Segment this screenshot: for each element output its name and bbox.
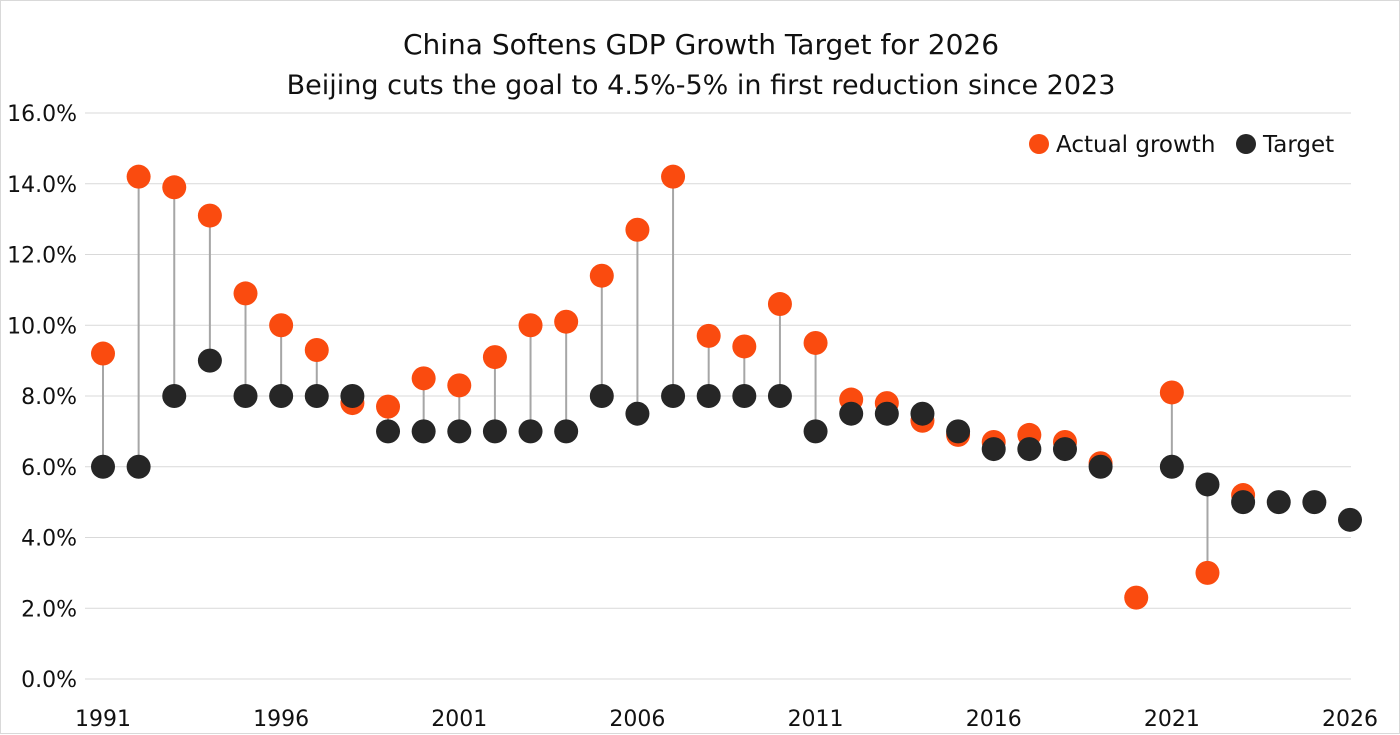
target-point xyxy=(767,384,792,408)
chart-subtitle: Beijing cuts the goal to 4.5%-5% in firs… xyxy=(287,70,1116,101)
target-point xyxy=(91,454,115,479)
x-tick-label: 2001 xyxy=(431,707,487,732)
target-point xyxy=(1017,437,1042,462)
y-axis-tick-labels: 0.0% 2.0% 4.0% 6.0% 8.0% 10.0% 12.0% 14.0% 16.0% xyxy=(7,102,77,693)
actual-growth-point xyxy=(162,175,187,200)
stems xyxy=(102,176,1245,573)
target-point xyxy=(1266,490,1291,515)
target-point xyxy=(696,384,721,408)
target-point xyxy=(1231,490,1256,515)
y-tick-label: 8.0% xyxy=(21,385,77,410)
actual-growth-point xyxy=(411,366,436,391)
target-point xyxy=(376,419,401,444)
actual-growth-point xyxy=(803,330,828,355)
target-point xyxy=(197,348,222,373)
actual-growth-point xyxy=(376,394,401,419)
actual-growth-point xyxy=(91,341,115,366)
actual-growth-point xyxy=(304,338,329,363)
target-point xyxy=(589,384,614,408)
actual-growth-point xyxy=(554,309,579,334)
legend-label-target: Target xyxy=(1262,132,1334,158)
target-point xyxy=(1302,490,1327,515)
chart-title: China Softens GDP Growth Target for 2026 xyxy=(403,28,999,61)
target-point xyxy=(1088,454,1113,479)
actual-growth-point xyxy=(767,292,792,317)
legend-marker-actual-growth xyxy=(1029,134,1049,154)
target-point xyxy=(874,401,899,426)
y-tick-label: 0.0% xyxy=(21,668,77,693)
target-point xyxy=(946,419,971,444)
target-point xyxy=(269,384,294,408)
actual-growth-point xyxy=(269,313,294,338)
target-point xyxy=(482,419,507,444)
target-point xyxy=(447,419,472,444)
actual-growth-point xyxy=(518,313,543,338)
actual-growth-point xyxy=(482,345,507,370)
actual-growth-point xyxy=(696,323,721,348)
actual-growth-point xyxy=(589,263,614,288)
target-point xyxy=(910,401,935,426)
actual-growth-point xyxy=(732,334,757,359)
target-point xyxy=(126,454,151,479)
target-point xyxy=(1159,454,1184,479)
target-series xyxy=(91,348,1362,532)
x-tick-label: 2016 xyxy=(966,707,1022,732)
y-tick-label: 2.0% xyxy=(21,597,77,622)
target-point xyxy=(803,419,828,444)
target-point xyxy=(304,384,329,408)
legend-label-actual-growth: Actual growth xyxy=(1056,132,1215,158)
actual-growth-point xyxy=(1159,380,1184,405)
x-tick-label: 1991 xyxy=(75,707,131,732)
target-point xyxy=(839,401,864,426)
actual-growth-point xyxy=(661,164,686,189)
x-tick-label: 2026 xyxy=(1322,707,1378,732)
actual-growth-point xyxy=(197,203,222,228)
target-point xyxy=(1052,437,1077,462)
target-point xyxy=(661,384,686,408)
y-tick-label: 12.0% xyxy=(7,244,77,269)
actual-growth-point xyxy=(625,217,650,242)
x-tick-label: 1996 xyxy=(253,707,309,732)
y-tick-label: 4.0% xyxy=(21,527,77,552)
target-point xyxy=(625,401,650,426)
target-point xyxy=(1195,472,1220,497)
x-tick-label: 2011 xyxy=(788,707,844,732)
target-point xyxy=(981,437,1006,462)
actual-growth-point xyxy=(1195,560,1220,585)
y-tick-label: 16.0% xyxy=(7,102,77,127)
target-point xyxy=(340,384,365,408)
y-tick-label: 6.0% xyxy=(21,456,77,481)
target-point xyxy=(411,419,436,444)
target-point xyxy=(732,384,757,408)
x-tick-label: 2006 xyxy=(609,707,665,732)
legend-marker-target xyxy=(1236,134,1256,154)
target-point xyxy=(554,419,579,444)
actual-growth-point xyxy=(233,281,258,306)
x-axis-tick-labels: 1991 1996 2001 2006 2011 2016 2021 2026 xyxy=(75,707,1378,732)
actual-growth-point xyxy=(126,164,151,189)
actual-growth-point xyxy=(447,373,472,398)
actual-growth-point xyxy=(1124,585,1149,610)
target-point xyxy=(233,384,258,408)
legend: Actual growth Target xyxy=(1029,132,1334,158)
target-point xyxy=(518,419,543,444)
y-tick-label: 14.0% xyxy=(7,173,77,198)
y-tick-label: 10.0% xyxy=(7,314,77,339)
target-point xyxy=(162,384,187,408)
target-point xyxy=(1338,507,1362,532)
x-tick-label: 2021 xyxy=(1144,707,1200,732)
